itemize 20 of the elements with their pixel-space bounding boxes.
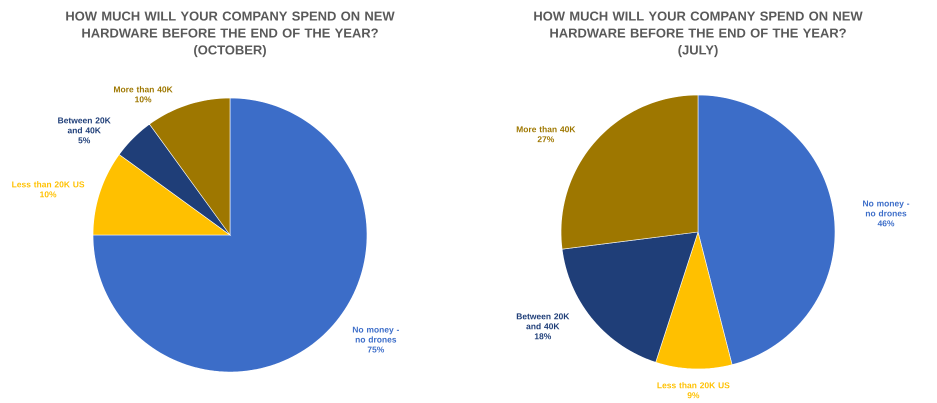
slice-label: Between 20K and 40K bbox=[58, 117, 111, 134]
chart-subtitle: (OCTOBER) bbox=[194, 45, 266, 58]
data-label: 27% bbox=[538, 136, 554, 142]
slice-label: No money - no drones bbox=[863, 200, 910, 216]
data-label: 18% bbox=[534, 333, 552, 340]
chart-title: HOW MUCH WILL YOUR COMPANY SPEND ON NEW HARDWARE BEFORE THE END OF THE YEAR? bbox=[534, 12, 863, 38]
slice-label: Between 20K and 40K bbox=[516, 313, 570, 330]
data-label: 75% bbox=[368, 346, 384, 353]
chart-title: HOW MUCH WILL YOUR COMPANY SPEND ON NEW HARDWARE BEFORE THE END OF THE YEAR? bbox=[66, 12, 395, 38]
chart-subtitle: (JULY) bbox=[678, 45, 718, 58]
slice-label: Less than 20K US bbox=[12, 181, 84, 188]
data-label: 5% bbox=[78, 137, 90, 144]
slice-label: More than 40K bbox=[516, 126, 576, 132]
data-label: 10% bbox=[135, 96, 152, 102]
slice-label: Less than 20K US bbox=[657, 382, 730, 388]
slice-label: No money - no drones bbox=[352, 326, 400, 343]
data-label: 46% bbox=[878, 220, 894, 226]
slice-label: More than 40K bbox=[114, 86, 173, 92]
data-label: 10% bbox=[40, 191, 56, 198]
data-label: 9% bbox=[688, 392, 700, 398]
